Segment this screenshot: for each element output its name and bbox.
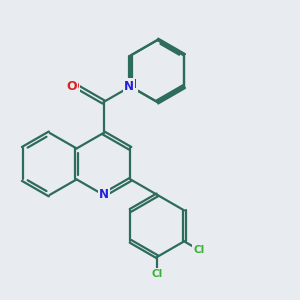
Text: N: N [99, 188, 109, 201]
Text: N: N [124, 80, 134, 93]
Text: N: N [127, 79, 137, 92]
Text: N: N [124, 80, 134, 93]
Text: Cl: Cl [193, 245, 205, 255]
Text: O: O [68, 80, 79, 93]
Text: O: O [67, 80, 77, 93]
Text: Cl: Cl [152, 269, 163, 279]
Text: N: N [99, 188, 109, 201]
